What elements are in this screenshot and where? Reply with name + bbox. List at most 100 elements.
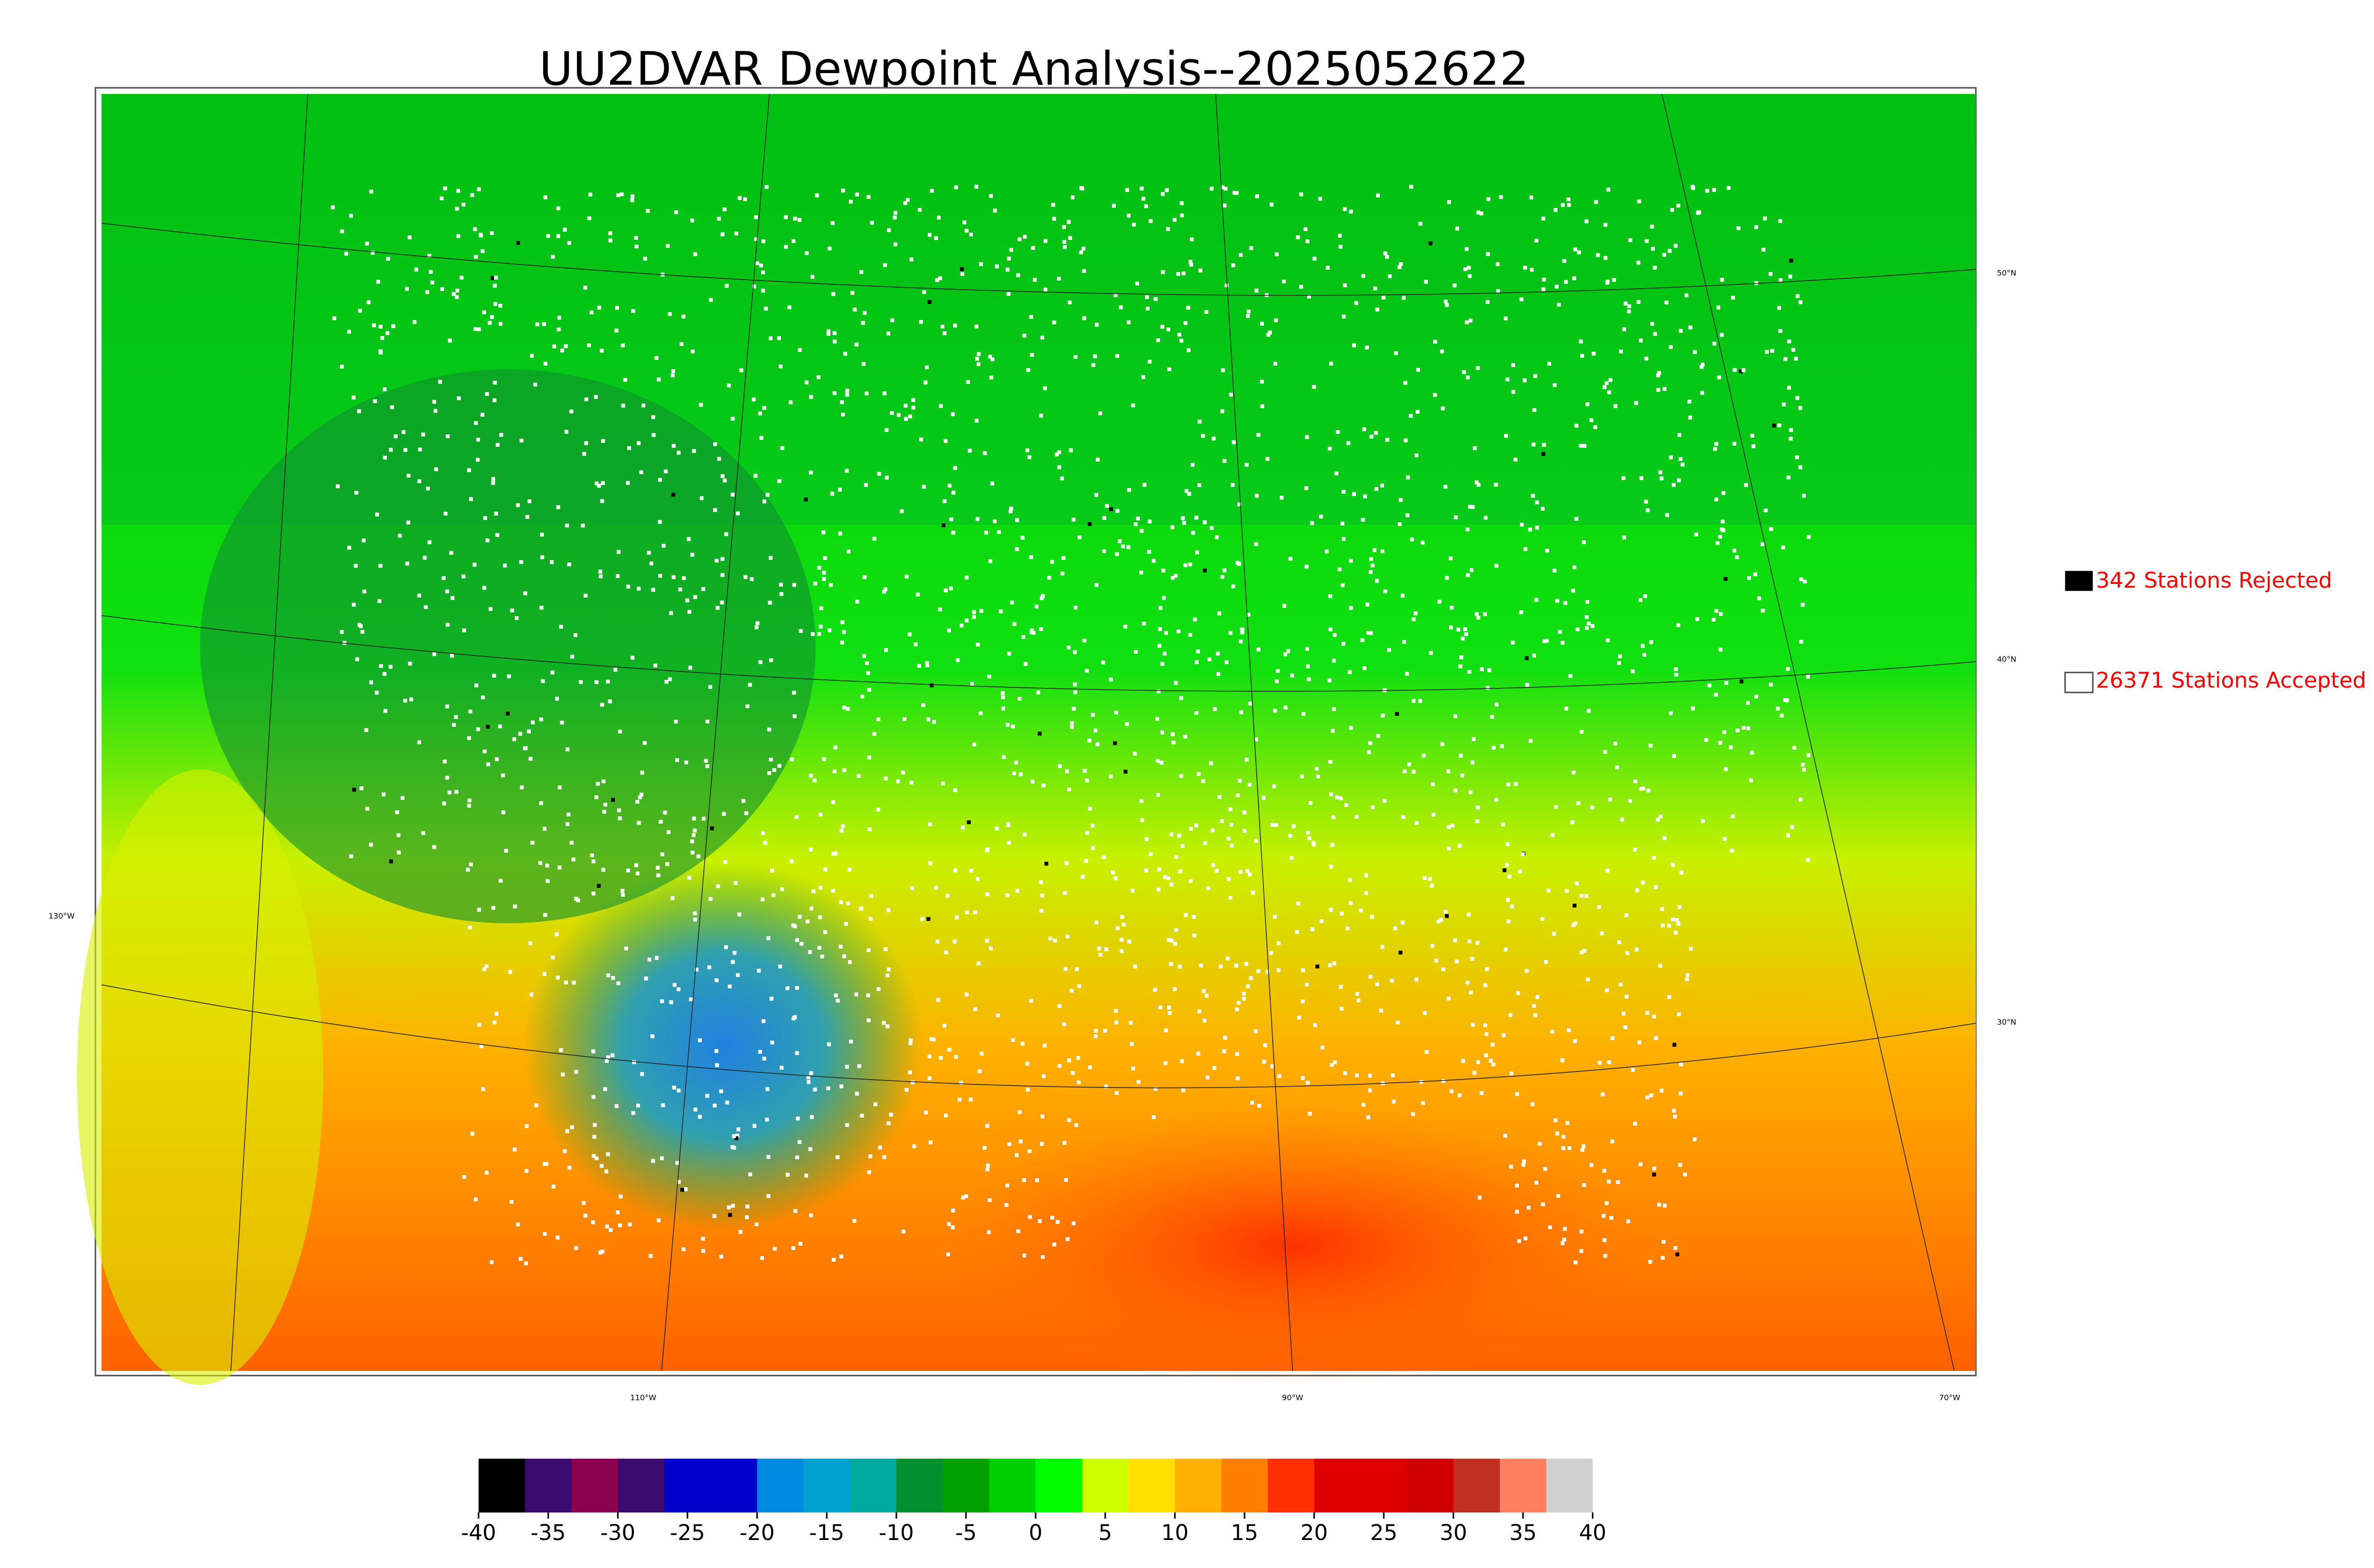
station-dot: [1446, 769, 1451, 773]
station-dot: [1021, 635, 1026, 639]
station-dot: [1273, 361, 1278, 366]
station-dot: [962, 220, 967, 225]
station-dot: [1394, 351, 1398, 355]
station-dot: [1514, 782, 1518, 786]
station-dot: [911, 405, 915, 410]
station-dot: [466, 867, 470, 872]
station-dot: [1355, 1073, 1359, 1078]
station-dot: [1376, 734, 1380, 738]
station-dot: [600, 1164, 604, 1168]
station-dot: [732, 1134, 736, 1138]
station-dot: [1006, 267, 1010, 272]
station-dot: [1123, 624, 1128, 629]
station-dot: [1362, 427, 1366, 432]
station-dot: [491, 477, 495, 481]
station-dot: [1085, 831, 1089, 835]
station-dot: [1575, 627, 1580, 631]
station-dot: [1022, 333, 1027, 338]
station-dot: [867, 195, 871, 199]
station-dot: [1789, 428, 1793, 432]
station-dot: [1338, 234, 1342, 238]
station-dot: [650, 1034, 655, 1038]
station-dot: [857, 774, 861, 778]
station-dot: [690, 218, 695, 223]
legend-label: 26371 Stations Accepted: [2096, 667, 2366, 693]
station-dot: [1554, 805, 1558, 809]
station-dot: [727, 383, 731, 388]
station-dot: [1354, 815, 1358, 819]
station-dot: [588, 192, 593, 197]
station-dot: [559, 625, 563, 629]
station-dot: [1315, 964, 1319, 969]
station-dot: [1579, 730, 1584, 734]
station-dot: [1467, 912, 1471, 917]
station-dot: [827, 1042, 831, 1046]
station-dot: [1249, 976, 1253, 980]
station-dot: [942, 499, 947, 503]
station-dot: [649, 1254, 653, 1258]
station-dot: [1434, 958, 1438, 963]
station-dot: [551, 1184, 556, 1189]
station-dot: [480, 249, 485, 254]
station-dot: [1236, 1001, 1241, 1005]
station-dot: [699, 403, 703, 407]
station-dot: [1249, 246, 1253, 250]
station-dot: [1158, 1005, 1162, 1010]
station-dot: [1580, 1148, 1584, 1152]
station-dot: [1156, 338, 1160, 342]
station-dot: [796, 1117, 800, 1121]
station-dot: [1441, 967, 1445, 972]
station-dot: [1635, 888, 1639, 892]
station-dot: [654, 356, 659, 360]
station-dot: [425, 290, 429, 294]
station-dot: [758, 660, 763, 664]
station-dot: [793, 216, 797, 221]
station-dot: [953, 868, 958, 873]
station-dot: [1139, 571, 1143, 575]
station-dot: [1720, 333, 1724, 337]
station-dot: [491, 906, 496, 910]
station-dot: [1656, 388, 1660, 392]
station-dot: [698, 1115, 702, 1119]
station-dot: [1104, 947, 1109, 951]
station-dot: [1160, 325, 1165, 329]
station-dot: [978, 1069, 982, 1073]
station-dot: [1753, 572, 1757, 576]
station-dot: [476, 438, 480, 442]
station-dot: [503, 563, 507, 568]
station-dot: [1762, 247, 1766, 252]
station-dot: [722, 207, 726, 212]
station-dot: [1354, 301, 1358, 305]
station-dot: [1366, 631, 1370, 635]
station-dot: [506, 712, 510, 716]
lon-label: 70°W: [1939, 1393, 1960, 1402]
colorbar-tick-label: -25: [670, 1520, 705, 1545]
station-dot: [386, 257, 390, 261]
station-dot: [763, 307, 768, 311]
station-dot: [819, 624, 823, 629]
station-dot: [1410, 537, 1414, 542]
station-dot: [621, 343, 625, 347]
station-dot: [438, 380, 442, 384]
station-dot: [1652, 1173, 1656, 1177]
station-dot: [1650, 225, 1654, 229]
station-dot: [569, 409, 574, 413]
station-dot: [542, 322, 546, 326]
station-dot: [1672, 754, 1676, 758]
station-dot: [1689, 947, 1693, 951]
station-dot: [1255, 194, 1259, 198]
station-dot: [840, 620, 845, 624]
station-dot: [927, 1076, 932, 1080]
station-dot: [772, 768, 776, 772]
station-dot: [1027, 1149, 1032, 1154]
map: [77, 87, 1977, 1385]
station-dot: [1187, 348, 1191, 352]
station-dot: [1500, 744, 1504, 749]
station-dot: [1088, 807, 1092, 811]
station-dot: [1142, 621, 1146, 626]
station-dot: [1006, 723, 1010, 727]
station-dot: [1361, 517, 1365, 522]
station-dot: [969, 233, 973, 237]
station-dot: [1379, 1008, 1383, 1013]
station-dot: [510, 608, 514, 612]
